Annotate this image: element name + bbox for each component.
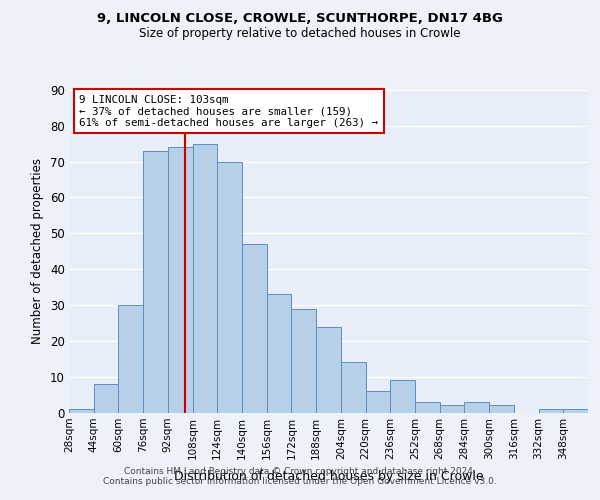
Bar xyxy=(217,162,242,412)
Bar xyxy=(365,391,390,412)
Bar xyxy=(563,409,588,412)
Bar xyxy=(267,294,292,412)
Bar xyxy=(489,406,514,412)
Y-axis label: Number of detached properties: Number of detached properties xyxy=(31,158,44,344)
Bar xyxy=(341,362,365,412)
Bar xyxy=(415,402,440,412)
Text: 9, LINCOLN CLOSE, CROWLE, SCUNTHORPE, DN17 4BG: 9, LINCOLN CLOSE, CROWLE, SCUNTHORPE, DN… xyxy=(97,12,503,26)
Bar xyxy=(242,244,267,412)
Bar xyxy=(292,308,316,412)
Bar xyxy=(168,148,193,412)
Text: Size of property relative to detached houses in Crowle: Size of property relative to detached ho… xyxy=(139,28,461,40)
Bar xyxy=(390,380,415,412)
Bar xyxy=(69,409,94,412)
X-axis label: Distribution of detached houses by size in Crowle: Distribution of detached houses by size … xyxy=(173,470,484,483)
Bar xyxy=(539,409,563,412)
Bar xyxy=(316,326,341,412)
Bar xyxy=(94,384,118,412)
Bar xyxy=(143,151,168,412)
Text: 9 LINCOLN CLOSE: 103sqm
← 37% of detached houses are smaller (159)
61% of semi-d: 9 LINCOLN CLOSE: 103sqm ← 37% of detache… xyxy=(79,95,379,128)
Text: Contains HM Land Registry data © Crown copyright and database right 2024.: Contains HM Land Registry data © Crown c… xyxy=(124,467,476,476)
Bar xyxy=(464,402,489,412)
Bar xyxy=(193,144,217,412)
Bar xyxy=(118,305,143,412)
Bar xyxy=(440,406,464,412)
Text: Contains public sector information licensed under the Open Government Licence v3: Contains public sector information licen… xyxy=(103,477,497,486)
